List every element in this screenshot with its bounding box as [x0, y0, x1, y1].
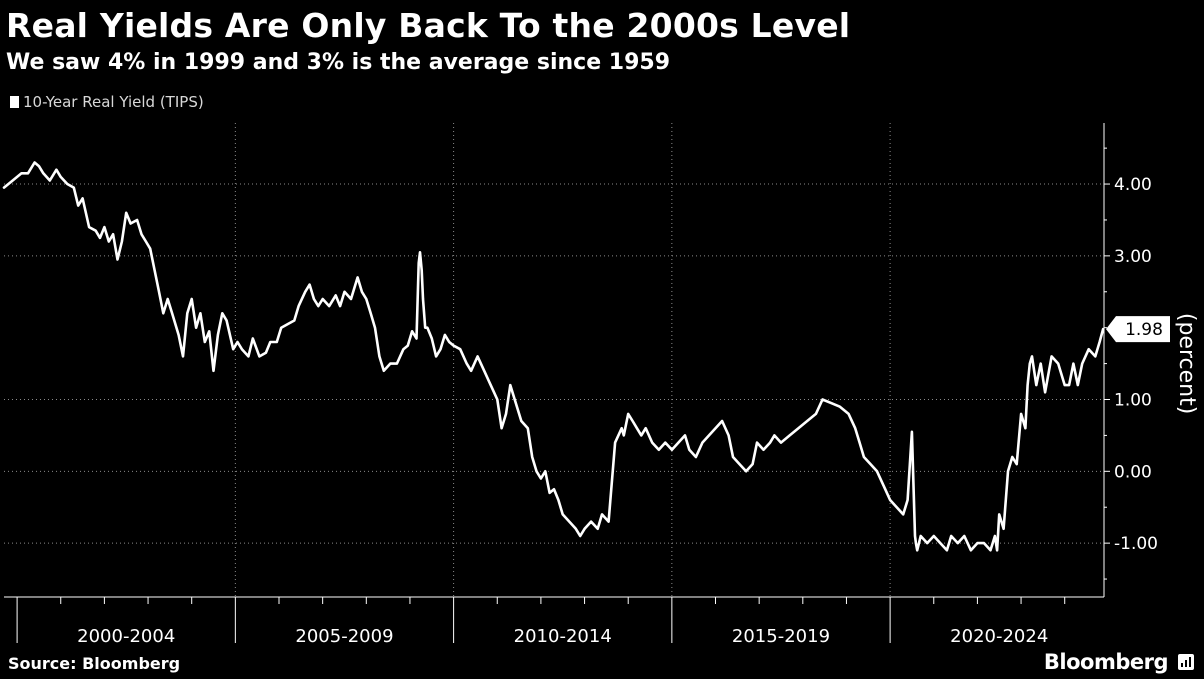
legend-swatch	[10, 96, 19, 108]
x-group-label: 2015-2019	[732, 626, 830, 647]
x-group-label: 2005-2009	[295, 626, 393, 647]
y-tick-label: 0.00	[1114, 462, 1152, 482]
legend: 10-Year Real Yield (TIPS)	[10, 93, 204, 111]
chart-title: Real Yields Are Only Back To the 2000s L…	[6, 6, 851, 45]
bloomberg-mark-icon	[1178, 654, 1194, 670]
x-group-label: 2020-2024	[950, 626, 1048, 647]
x-group-label: 2010-2014	[514, 626, 612, 647]
y-tick-label: 1.00	[1114, 391, 1152, 411]
source-note: Source: Bloomberg	[8, 654, 181, 673]
y-tick-label: -1.00	[1114, 534, 1158, 554]
x-group-label: 2000-2004	[77, 626, 175, 647]
last-value-tag	[1106, 316, 1170, 343]
series-line-10y-real-yield	[2, 161, 1105, 552]
last-value-label: 1.98	[1125, 320, 1163, 340]
legend-label: 10-Year Real Yield (TIPS)	[23, 93, 204, 111]
bloomberg-logo: Bloomberg	[1043, 650, 1169, 674]
y-axis-title: (percent)	[1174, 313, 1199, 414]
chart-subtitle: We saw 4% in 1999 and 3% is the average …	[6, 50, 671, 75]
y-tick-label: 4.00	[1114, 175, 1152, 195]
y-tick-label: 3.00	[1114, 247, 1152, 267]
